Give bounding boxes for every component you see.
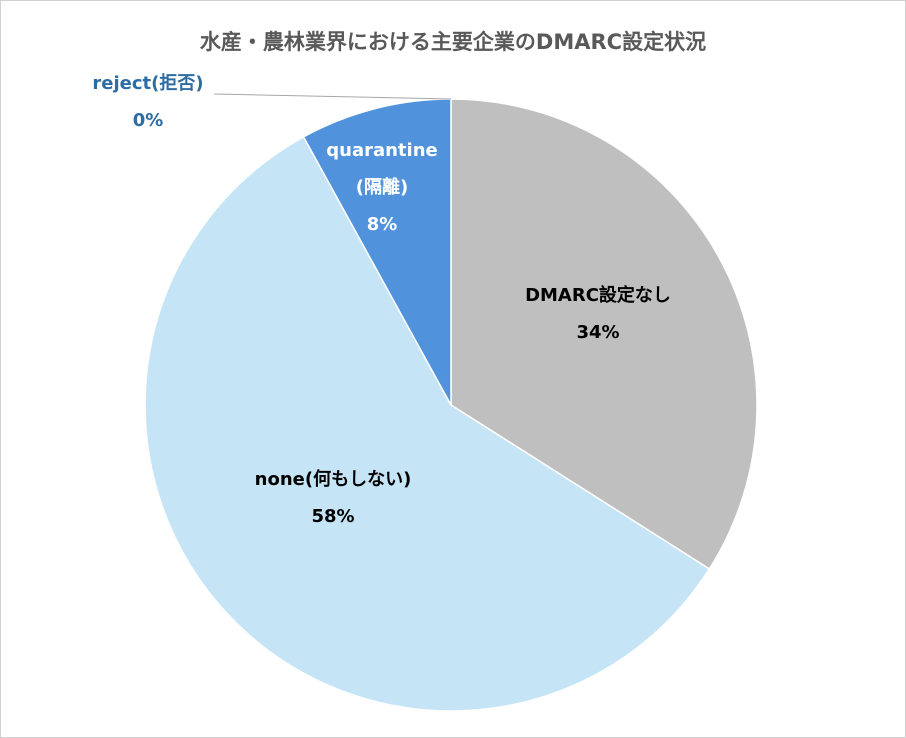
pie-slice-dmarc (450, 98, 758, 570)
data-label-value-quarantine: 8% (367, 214, 398, 235)
data-label-category-quarantine: (隔離) (356, 176, 408, 198)
data-label-category-reject: reject(拒否) (92, 72, 203, 94)
data-label-value-none: 58% (311, 506, 354, 527)
leader-line-reject (213, 93, 452, 100)
pie-slice-none (144, 135, 711, 712)
data-label-value-reject: 0% (133, 110, 164, 131)
data-label-category-none: none(何もしない) (255, 468, 412, 490)
data-label-category-dmarc: DMARC設定なし (525, 284, 671, 306)
data-label-category-quarantine: quarantine (326, 140, 437, 161)
data-label-value-dmarc: 34% (576, 322, 619, 343)
chart-title: 水産・農林業界における主要企業のDMARC設定状況 (199, 30, 707, 54)
